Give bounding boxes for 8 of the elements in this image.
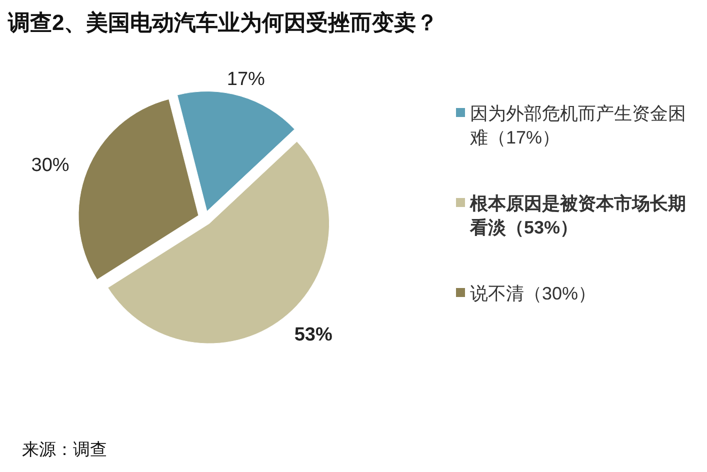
chart-title: 调查2、美国电动汽车业为何因受挫而变卖？ xyxy=(7,10,438,35)
legend-label: 根本原因是被资本市场长期看淡（53%） xyxy=(469,193,686,238)
legend-label: 说不清（30%） xyxy=(470,283,596,304)
data-label: 53% xyxy=(294,324,332,346)
data-label: 17% xyxy=(226,68,266,90)
data-label: 30% xyxy=(31,155,70,176)
legend-label: 因为外部危机而产生资金困难（17%） xyxy=(469,103,686,148)
source-note: 来源：调查 xyxy=(22,440,107,459)
